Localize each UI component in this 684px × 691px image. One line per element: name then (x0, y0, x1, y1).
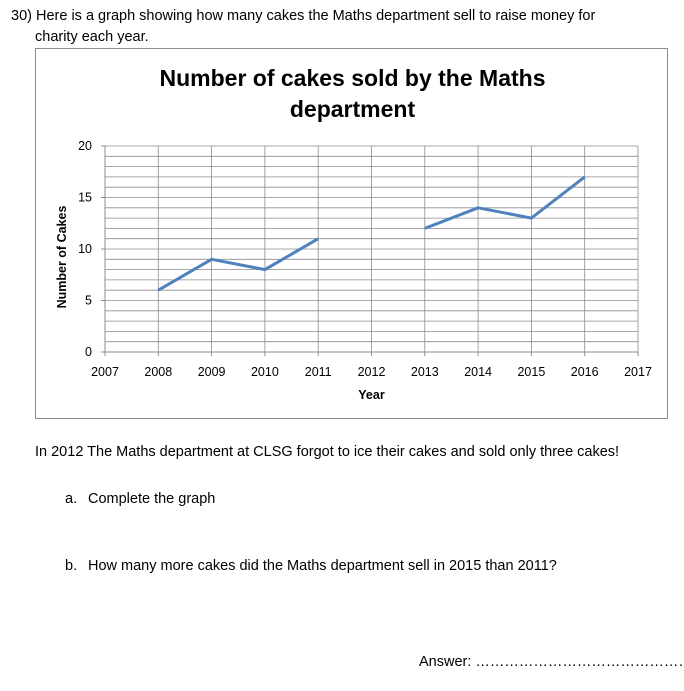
x-tick-label: 2012 (358, 365, 386, 379)
x-tick-label: 2007 (91, 365, 119, 379)
x-tick-label: 2016 (571, 365, 599, 379)
question-number: 30) (11, 8, 32, 24)
x-tick-label: 2010 (251, 365, 279, 379)
question-text-2: charity each year. (35, 29, 149, 45)
y-tick-label: 10 (78, 242, 92, 256)
x-tick-label: 2015 (517, 365, 545, 379)
answer-line: Answer: ………………………………………… (419, 654, 684, 670)
y-tick-label: 0 (85, 345, 92, 359)
part-a-text: Complete the graph (88, 491, 216, 507)
y-tick-label: 5 (85, 294, 92, 308)
question: 30) Here is a graph showing how many cak… (11, 6, 651, 48)
series (157, 175, 586, 292)
axes (101, 145, 639, 356)
x-tick-label: 2014 (464, 365, 492, 379)
question-text-1: Here is a graph showing how many cakes t… (36, 8, 596, 24)
x-tick-label: 2013 (411, 365, 439, 379)
part-b-letter: b. (65, 558, 78, 574)
grid (105, 145, 639, 352)
x-tick-label: 2017 (624, 365, 652, 379)
chart: Number of cakes sold by the Maths depart… (35, 48, 668, 419)
part-a: a. Complete the graph (65, 491, 215, 507)
part-b: b. How many more cakes did the Maths depa… (65, 558, 557, 574)
x-tick-label: 2008 (144, 365, 172, 379)
intro-text: In 2012 The Maths department at CLSG for… (35, 444, 620, 460)
part-b-text: How many more cakes did the Maths depart… (88, 558, 557, 574)
question-line-2: charity each year. (11, 27, 651, 48)
series-line-segment (157, 237, 319, 292)
chart-title-line-2: department (289, 96, 416, 122)
x-tick-label: 2011 (305, 365, 332, 379)
part-a-letter: a. (65, 491, 78, 507)
chart-title-line-1: Number of cakes sold by the Maths (159, 65, 546, 91)
question-line-1: 30) Here is a graph showing how many cak… (11, 6, 651, 27)
x-axis-title: Year (358, 388, 385, 402)
y-axis-title: Number of Cakes (55, 206, 69, 309)
series-line-segment (424, 175, 586, 230)
y-tick-label: 15 (78, 191, 92, 205)
chart-title: Number of cakes sold by the Maths depart… (36, 63, 669, 125)
x-tick-label: 2009 (198, 365, 226, 379)
chart-plot: 0 5 10 15 20 2007 2008 2009 2010 2011 2012 2013 2014… (55, 139, 652, 402)
answer-label: Answer: (419, 654, 472, 670)
y-tick-label: 20 (78, 139, 92, 153)
tick-labels: 0 5 10 15 20 2007 2008 2009 2010 2011 2012 2013 2014… (78, 139, 652, 379)
answer-blank[interactable]: ………………………………………… (475, 654, 684, 670)
